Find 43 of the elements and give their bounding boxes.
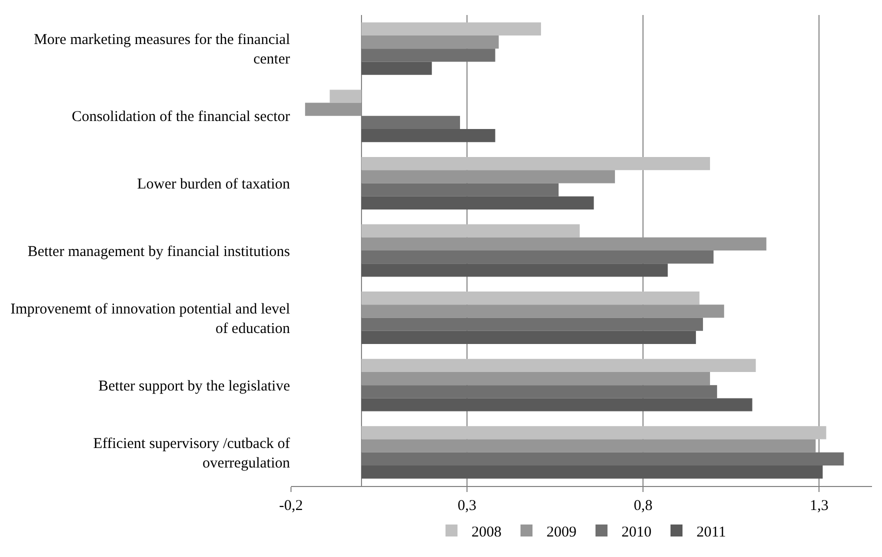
bar <box>361 372 710 386</box>
bar <box>361 36 499 49</box>
bar <box>361 22 542 36</box>
bar <box>330 90 362 103</box>
bar <box>361 385 718 398</box>
bar <box>361 116 460 130</box>
legend-label: 2009 <box>546 524 576 540</box>
x-tick-label: 0,3 <box>458 498 476 514</box>
legend-label: 2010 <box>622 524 652 540</box>
bar <box>361 398 752 412</box>
bar <box>361 62 432 75</box>
y-tick-label: More marketing measures for the financial center <box>34 32 290 68</box>
bar <box>361 129 496 142</box>
y-tick-label: Better support by the legislative <box>98 378 290 394</box>
bar <box>361 170 615 184</box>
bar <box>361 439 816 452</box>
bar <box>361 156 710 170</box>
bar <box>361 318 703 331</box>
legend-label: 2008 <box>472 524 502 540</box>
y-tick-label: Efficient supervisory /cutback of overregulation <box>93 436 290 472</box>
y-tick-label: Better management by financial institutions <box>28 244 290 260</box>
y-tick-label: Improvenemt of innovation potential and level of education <box>10 301 290 337</box>
x-tick-label: 0,8 <box>634 498 652 514</box>
bar <box>361 224 580 238</box>
x-tick-label: -0,2 <box>279 498 303 514</box>
bar <box>361 465 823 479</box>
bar <box>361 48 496 62</box>
bar <box>361 292 700 305</box>
bar <box>361 452 844 466</box>
bar <box>361 196 594 210</box>
bar <box>361 358 756 372</box>
bar <box>361 304 724 318</box>
y-tick-label: Lower burden of taxation <box>137 176 290 192</box>
y-tick-label: Consolidation of the financial sector <box>72 109 290 126</box>
bar <box>305 102 362 116</box>
bar <box>361 250 714 264</box>
legend-label: 2011 <box>696 524 726 540</box>
bar <box>361 264 668 277</box>
bar <box>361 183 559 196</box>
bar <box>361 237 766 250</box>
bar <box>361 330 696 344</box>
bar <box>361 426 826 440</box>
x-tick-label: 1,3 <box>810 498 829 514</box>
